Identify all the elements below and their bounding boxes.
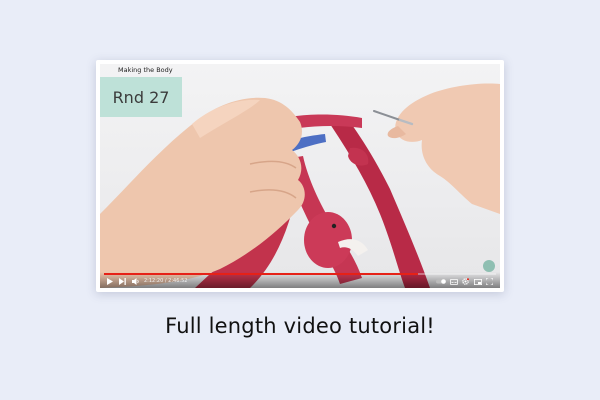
- time-readout: 2:12:20 / 2:46:52: [144, 277, 187, 286]
- subtitles-icon[interactable]: [449, 277, 458, 286]
- round-badge: Rnd 27: [100, 77, 182, 117]
- gear-icon[interactable]: [461, 277, 470, 286]
- time-total: 2:46:52: [168, 278, 188, 284]
- next-icon[interactable]: [118, 277, 126, 286]
- autoplay-toggle-icon[interactable]: [436, 277, 446, 286]
- video-controls-bar: 2:12:20 / 2:46:52: [100, 272, 500, 288]
- time-current: 2:12:20: [144, 278, 164, 284]
- volume-icon[interactable]: [131, 277, 140, 286]
- time-separator: /: [163, 278, 169, 284]
- play-icon[interactable]: [106, 277, 114, 286]
- video-player[interactable]: Making the Body Rnd 27 2:12:20 / 2:46:52: [100, 64, 500, 288]
- fullscreen-icon[interactable]: [485, 277, 494, 286]
- channel-watermark-icon[interactable]: [483, 260, 495, 272]
- page-caption: Full length video tutorial!: [165, 314, 435, 338]
- miniplayer-icon[interactable]: [473, 277, 482, 286]
- video-frame-scene: [100, 83, 500, 288]
- progress-bar[interactable]: [104, 273, 496, 275]
- chapter-title: Making the Body: [118, 66, 173, 74]
- progress-fill: [104, 273, 418, 275]
